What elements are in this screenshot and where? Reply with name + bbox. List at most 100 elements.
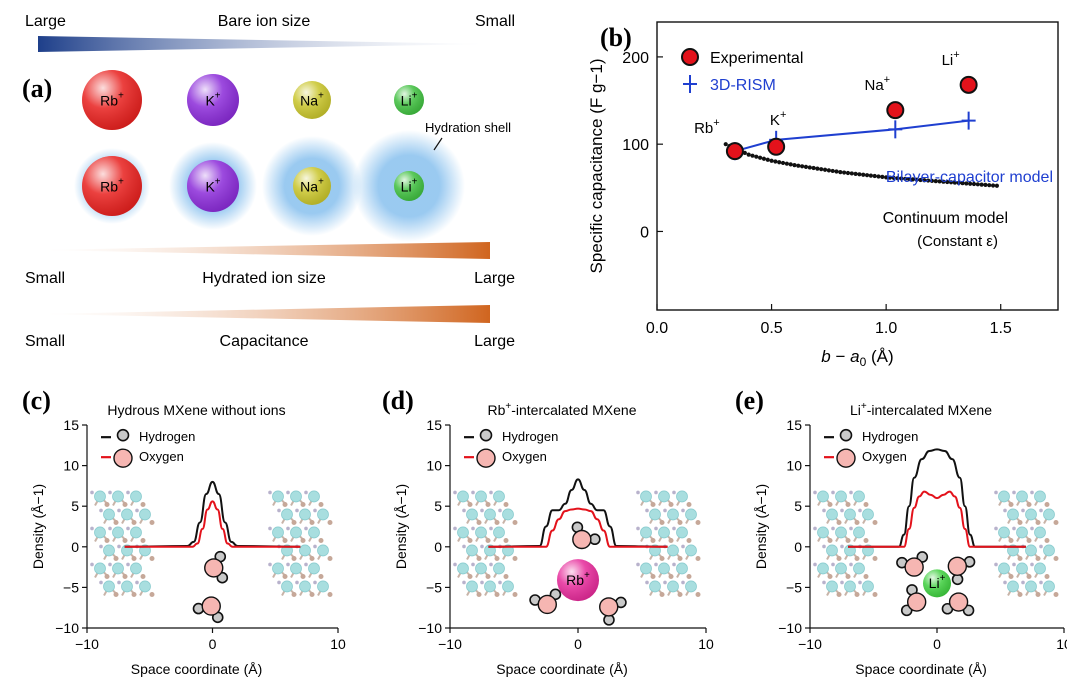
mxene-left-atom-small	[113, 519, 119, 525]
x-tick-label: 0	[574, 636, 582, 652]
mxene-left-atom-tiny	[90, 490, 94, 495]
mxene-right-atom-tiny	[672, 526, 676, 531]
mxene-left-atom-tiny	[117, 544, 121, 549]
mxene-left-atom-tiny	[480, 580, 484, 585]
continuum-point	[773, 159, 778, 164]
mxene-left-atom-small	[863, 501, 869, 507]
bare-ion-row: Rb+ K+ Na+ Li+	[82, 70, 424, 130]
panel-b: (b) 0.0 0.5 1.0 1.5 0 100 200 b − a0 (Å) Specifi…	[587, 21, 1059, 369]
mxene-left-atom-small	[512, 519, 518, 525]
continuum-point	[792, 163, 797, 168]
mxene-right-atom-tiny	[286, 526, 290, 531]
mxene-left-atom	[835, 526, 847, 539]
mxene-right-atom-tiny	[268, 562, 272, 567]
continuum-point	[956, 180, 961, 185]
constant-epsilon-label: (Constant ε)	[917, 233, 998, 250]
mxene-right-atom	[272, 526, 284, 539]
mxene-left-atom	[853, 562, 865, 575]
density-chart-d: −10 −5 0 5 10 15 −10 0 10 Rb+-intercalated MXene S…	[393, 401, 714, 677]
mxene-left-atom-tiny	[117, 580, 121, 585]
mxene-right-atom	[998, 562, 1010, 575]
mxene-right-atom-tiny	[994, 490, 998, 495]
mxene-right-atom-tiny	[994, 562, 998, 567]
mxene-right-atom-tiny	[636, 526, 640, 531]
mxene-left-atom	[94, 490, 106, 503]
mxene-left-atom-tiny	[822, 544, 826, 549]
mxene-left-atom-small	[122, 573, 128, 579]
mxene-right-atom-tiny	[1039, 508, 1043, 513]
continuum-point	[968, 181, 973, 186]
mxene-right-atom	[685, 508, 697, 521]
mxene-right-atom	[1043, 580, 1055, 593]
mxene-right-atom	[1016, 526, 1028, 539]
mxene-right-atom	[1025, 508, 1037, 521]
mxene-left-atom	[493, 490, 505, 503]
mxene-left-atom-small	[827, 537, 833, 543]
mxene-right-atom-tiny	[654, 490, 658, 495]
continuum-point	[948, 180, 954, 185]
mxene-left-atom-tiny	[108, 562, 112, 567]
continuum-point	[876, 174, 881, 179]
mxene-right-atom-tiny	[1021, 508, 1025, 513]
continuum-point	[811, 165, 816, 171]
continuum-point	[960, 181, 965, 186]
continuum-point	[891, 175, 896, 181]
mxene-left-atom-small	[140, 573, 146, 579]
mxene-right-atom-small	[291, 555, 297, 561]
mxene-right-atom-tiny	[277, 580, 281, 585]
mxene-left-atom-small	[854, 519, 860, 525]
mxene-left-atom-tiny	[462, 508, 466, 513]
mxene-left-atom	[493, 562, 505, 575]
mxene-left-atom-small	[854, 555, 860, 561]
mxene-left-atom-small	[494, 591, 500, 597]
mxene-left-atom-tiny	[840, 544, 844, 549]
x-tick-label: 0.5	[760, 320, 782, 337]
mxene-right-atom-tiny	[277, 508, 281, 513]
legend-oxygen-marker	[113, 448, 133, 468]
continuum-point	[903, 176, 908, 181]
continuum-point	[861, 172, 866, 177]
legend-label: Hydrogen	[502, 429, 558, 444]
mxene-left-atom-tiny	[453, 490, 457, 495]
mxene-right-atom-tiny	[304, 490, 308, 495]
mxene-left-atom-small	[467, 573, 473, 579]
mxene-right-atom-tiny	[1012, 490, 1016, 495]
mxene-left-atom-tiny	[453, 526, 457, 531]
continuum-point	[750, 153, 755, 158]
mxene-left-atom-small	[149, 591, 155, 597]
hydrated-ion-left-label: Small	[25, 270, 65, 287]
continuum-point	[945, 179, 950, 185]
mxene-left-atom-small	[854, 591, 860, 597]
mxene-right-atom-small	[309, 591, 315, 597]
mxene-left-atom	[112, 490, 124, 503]
y-tick-label: −5	[786, 579, 802, 595]
mxene-right-atom-small	[318, 537, 324, 543]
mxene-right-atom-tiny	[672, 562, 676, 567]
bare-ion-right-label: Small	[475, 13, 515, 30]
water-molecule-oxygen	[204, 558, 224, 578]
mxene-right-atom-tiny	[295, 580, 299, 585]
mxene-right-atom-small	[282, 573, 288, 579]
mxene-left-atom-small	[485, 537, 491, 543]
y-tick-label: 10	[63, 458, 79, 474]
mxene-left-atom	[121, 580, 133, 593]
point-label: Na+	[864, 74, 890, 94]
mxene-left-atom-tiny	[498, 508, 502, 513]
mxene-right-atom-small	[1044, 501, 1050, 507]
mxene-right-atom	[685, 580, 697, 593]
y-tick-label: 0	[434, 539, 442, 555]
mxene-left-atom-small	[827, 573, 833, 579]
mxene-left-atom-small	[872, 591, 878, 597]
mxene-left-atom-small	[845, 501, 851, 507]
density-chart-c: −10 −5 0 5 10 15 −10 0 10 Hydrous MXene without i…	[30, 402, 346, 677]
experimental-point	[725, 142, 744, 161]
mxene-right-atom-tiny	[654, 526, 658, 531]
mxene-left-atom	[103, 544, 115, 557]
mxene-right-atom-small	[1035, 519, 1041, 525]
mxene-left-atom-tiny	[126, 526, 130, 531]
mxene-right-atom	[658, 490, 670, 503]
hydrated-ion-gradient-bar	[38, 242, 490, 259]
water-molecule-oxygen	[537, 594, 557, 615]
mxene-left-atom-small	[131, 519, 137, 525]
mxene-right-atom-small	[1026, 537, 1032, 543]
